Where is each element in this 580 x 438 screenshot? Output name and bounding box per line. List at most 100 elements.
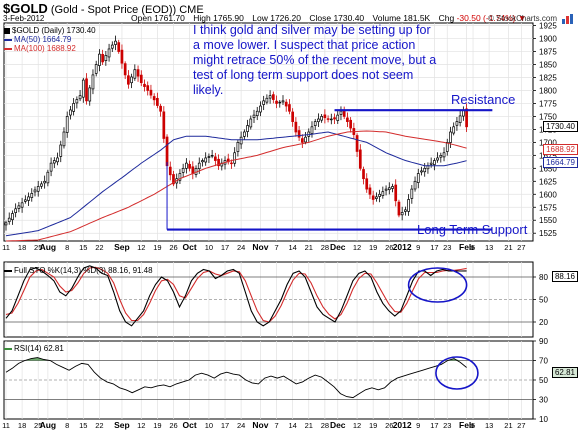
candle-body [362, 169, 365, 180]
candle-body [368, 187, 372, 195]
x-tick-label: 26 [169, 243, 177, 252]
candle-body [275, 100, 278, 104]
x-tick-label: 6 [471, 421, 475, 430]
candle-body [342, 110, 346, 117]
ohlc-bar: Open 1761.70 High 1765.90 Low 1726.20 Cl… [131, 13, 526, 23]
sto-k-line [5, 265, 467, 327]
x-tick-label: Aug [40, 420, 57, 430]
x-tick-label: 26 [169, 421, 177, 430]
x-tick-label: 12 [353, 243, 361, 252]
chart-title: $GOLD (Gold - Spot Price (EOD)) CME [3, 1, 204, 16]
candle-body [178, 173, 182, 181]
x-tick-label: 10 [205, 421, 213, 430]
candle-body [445, 142, 449, 152]
candle-body [210, 155, 214, 157]
sto-tick-label: 50 [539, 296, 548, 305]
candle-body [284, 101, 288, 107]
candle-body [27, 196, 30, 201]
ma100-price-tag: 1688.92 [543, 144, 578, 155]
rsi-tick-label: 10 [539, 415, 548, 424]
candle-body [236, 142, 240, 152]
candle-body [233, 152, 237, 164]
candle-body [139, 74, 143, 84]
legend-rsi-text: RSI(14) 62.81 [14, 344, 64, 353]
candle-body [136, 69, 140, 77]
candle-body [143, 83, 146, 87]
candle-body [455, 121, 459, 126]
x-tick-label: 28 [321, 421, 329, 430]
sto-swatch-icon [4, 269, 12, 272]
candle-body [168, 166, 172, 176]
candle-body [152, 96, 156, 101]
candle-body [52, 160, 56, 164]
rsi-tick-label: 90 [539, 337, 548, 346]
x-tick-label: 27 [517, 421, 525, 430]
price-tick-label: 1925 [539, 22, 557, 31]
price-tick-label: 1700 [539, 138, 557, 147]
candle-body [117, 42, 121, 52]
ma100-line [5, 130, 467, 242]
candle-body [217, 158, 220, 167]
legend-sto: Full STO %K(14,3) %D(3) 88.16, 91.48 [4, 266, 153, 275]
candle-body [23, 199, 27, 202]
candle-body [120, 49, 124, 64]
stockcharts-logo-icon [561, 14, 575, 24]
candle-body [81, 79, 85, 98]
close-label: Close [309, 13, 332, 23]
candle-body [433, 160, 436, 165]
x-tick-label: Sep [114, 242, 130, 252]
exchange: CME [179, 4, 204, 16]
candle-body [130, 76, 133, 84]
rsi-line [5, 357, 467, 399]
rsi-tick-label: 50 [539, 376, 548, 385]
rsi-tick-label: 70 [539, 357, 548, 366]
sto-tick-label: 80 [539, 273, 548, 282]
candle-body [336, 114, 340, 121]
low-label: Low [252, 13, 268, 23]
candle-body [88, 87, 92, 102]
rsi-tick-label: 30 [539, 396, 548, 405]
price-tick-label: 1550 [539, 216, 557, 225]
high-value: 1765.90 [213, 13, 244, 23]
candle-body [265, 97, 269, 103]
x-tick-label: 18 [18, 421, 26, 430]
price-tick-label: 1625 [539, 177, 557, 186]
price-panel [3, 22, 534, 242]
credit-text: © StockCharts.com [487, 14, 557, 24]
x-tick-label: 11 [2, 243, 10, 252]
candle-body [17, 205, 21, 209]
candle-body [259, 105, 262, 113]
candle-body [407, 199, 410, 212]
candle-body [304, 136, 307, 143]
price-tick-label: 1900 [539, 35, 557, 44]
x-tick-label: 18 [18, 243, 26, 252]
candle-body [239, 136, 243, 145]
ma100-swatch-icon [4, 47, 12, 50]
x-tick-label: 22 [95, 243, 103, 252]
candle-body [297, 130, 301, 138]
candle-body [317, 118, 320, 123]
candle-body [207, 156, 211, 158]
x-tick-label: 24 [237, 243, 245, 252]
sto-value-tag: 88.16 [551, 271, 578, 282]
candle-body [204, 157, 208, 163]
legend-price: $GOLD (Daily) 1730.40 [4, 26, 96, 35]
close-value: 1730.40 [333, 13, 365, 23]
change-label: Chg [438, 13, 455, 23]
symbol: $GOLD [3, 1, 48, 16]
analysis-note: I think gold and silver may be setting u… [193, 23, 437, 97]
candle-body [436, 157, 439, 161]
sto-tick-label: 20 [539, 318, 548, 327]
candle-body [201, 160, 204, 163]
price-tick-label: 1600 [539, 190, 557, 199]
chart-date: 3-Feb-2012 [3, 14, 45, 23]
candle-body [133, 69, 137, 79]
candle-body [365, 178, 369, 190]
x-tick-label: 21 [504, 243, 512, 252]
down-arrow-icon: ▼ [518, 13, 527, 23]
x-tick-label: 22 [95, 421, 103, 430]
rsi-swatch-icon [4, 347, 12, 350]
legend-price-text: $GOLD (Daily) 1730.40 [12, 26, 96, 35]
candle-body [159, 105, 162, 112]
